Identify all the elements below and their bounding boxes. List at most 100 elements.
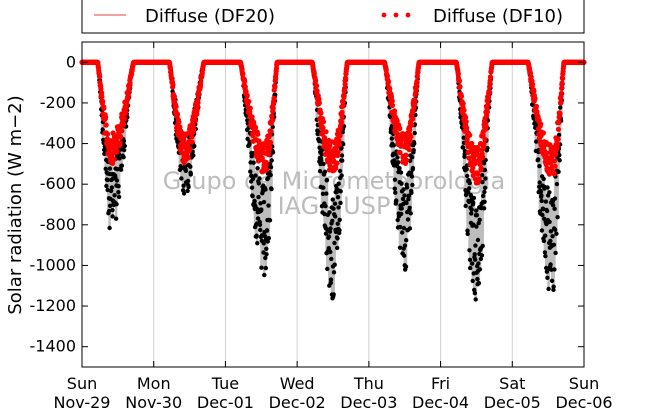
x-tick-label-day: Tue — [211, 374, 239, 393]
df20-point — [257, 176, 262, 181]
df20-point — [538, 189, 544, 194]
df10-point — [244, 93, 250, 99]
df20-point — [262, 272, 267, 278]
legend-df10-dot — [405, 12, 411, 18]
df10-point — [458, 93, 465, 99]
df20-point — [475, 237, 481, 243]
df20-point — [181, 183, 186, 188]
df20-point — [254, 233, 259, 238]
df20-point — [547, 219, 552, 225]
legend-df20-label: Diffuse (DF20) — [145, 6, 275, 27]
df20-point — [474, 224, 479, 229]
df10-point — [97, 74, 103, 80]
df20-point — [557, 152, 562, 158]
df20-point — [264, 252, 269, 257]
df10-point — [409, 122, 415, 128]
df20-point — [333, 214, 338, 219]
df20-point — [263, 255, 268, 261]
df20-point — [471, 200, 476, 205]
df10-point — [342, 87, 348, 93]
y-tick-label: -800 — [40, 215, 76, 234]
df10-point — [383, 67, 389, 73]
df10-point — [192, 118, 198, 124]
df20-point — [321, 161, 326, 167]
df20-point — [553, 250, 558, 256]
df10-point — [486, 88, 492, 95]
df10-point — [543, 162, 549, 168]
df20-point — [539, 228, 545, 233]
df10-point — [247, 105, 253, 111]
df20-point — [339, 173, 344, 178]
x-tick-label-day: Fri — [431, 374, 450, 393]
df20-point — [404, 185, 410, 190]
df10-point — [265, 152, 272, 158]
df10-point — [259, 155, 265, 161]
df20-point — [401, 225, 407, 231]
df20-point — [270, 150, 276, 155]
df10-point — [407, 127, 413, 133]
df10-point — [531, 88, 537, 94]
df20-point — [460, 145, 466, 150]
df20-point — [552, 206, 557, 211]
df10-point — [412, 97, 418, 103]
df20-point — [472, 252, 477, 257]
df20-point — [110, 207, 115, 213]
df20-point — [545, 275, 550, 280]
df10-point — [272, 84, 278, 90]
x-tick-label-day: Sat — [499, 374, 525, 393]
df10-point — [336, 142, 343, 148]
df20-point — [338, 189, 343, 194]
x-tick-label-date: Dec-05 — [484, 393, 541, 409]
df20-point — [470, 261, 475, 266]
df10-point — [484, 109, 490, 115]
x-tick-label-date: Nov-30 — [125, 393, 182, 409]
df20-point — [188, 172, 193, 177]
df10-point — [181, 137, 187, 143]
df20-point — [332, 240, 337, 246]
df10-point — [389, 98, 395, 104]
df20-point — [112, 193, 117, 198]
df20-point — [262, 234, 268, 239]
df20-point — [317, 169, 323, 174]
df20-point — [402, 243, 408, 248]
df20-point — [255, 166, 260, 171]
df20-point — [411, 148, 416, 153]
df20-point — [400, 230, 405, 235]
df20-point — [467, 180, 472, 186]
df20-point — [552, 267, 557, 272]
df10-point — [103, 114, 109, 120]
df20-point — [122, 143, 128, 149]
df10-point — [196, 91, 202, 97]
df10-point — [414, 78, 420, 84]
axis-ticks: 0-200-400-600-800-1000-1200-1400SunNov-2… — [30, 42, 613, 409]
df10-point — [266, 132, 273, 138]
df20-point — [475, 276, 480, 282]
df20-point — [259, 207, 264, 212]
df20-point — [545, 185, 550, 190]
df10-point — [111, 156, 117, 162]
df10-point — [174, 111, 180, 117]
df20-point — [397, 245, 403, 250]
x-tick-label-date: Dec-06 — [555, 393, 612, 409]
df20-point — [269, 186, 274, 192]
df20-point — [554, 181, 560, 187]
df10-point — [189, 134, 195, 140]
df10-point — [269, 117, 276, 123]
df20-point — [250, 176, 256, 181]
df10-point — [320, 125, 326, 131]
df10-point — [412, 101, 418, 107]
df20-point — [542, 250, 548, 255]
df20-point — [477, 267, 483, 272]
df20-point — [109, 185, 115, 190]
df20-point — [541, 238, 547, 244]
df10-point — [558, 90, 564, 97]
df20-point — [550, 234, 555, 239]
df20-point — [394, 198, 399, 203]
df20-point — [266, 236, 271, 241]
df20-point — [544, 208, 550, 214]
df10-point — [551, 158, 558, 164]
df10-point — [246, 98, 252, 105]
df10-point — [103, 122, 109, 128]
df20-point — [332, 262, 337, 267]
df20-point — [188, 164, 193, 169]
